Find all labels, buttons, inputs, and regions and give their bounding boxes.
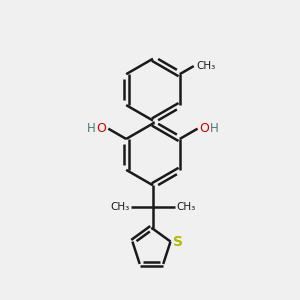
Text: H: H (87, 122, 96, 135)
Text: CH₃: CH₃ (176, 202, 196, 212)
Text: S: S (173, 235, 183, 249)
Text: CH₃: CH₃ (110, 202, 129, 212)
Text: H: H (210, 122, 219, 135)
Text: O: O (97, 122, 106, 135)
Text: O: O (199, 122, 209, 135)
Text: CH₃: CH₃ (196, 61, 215, 71)
